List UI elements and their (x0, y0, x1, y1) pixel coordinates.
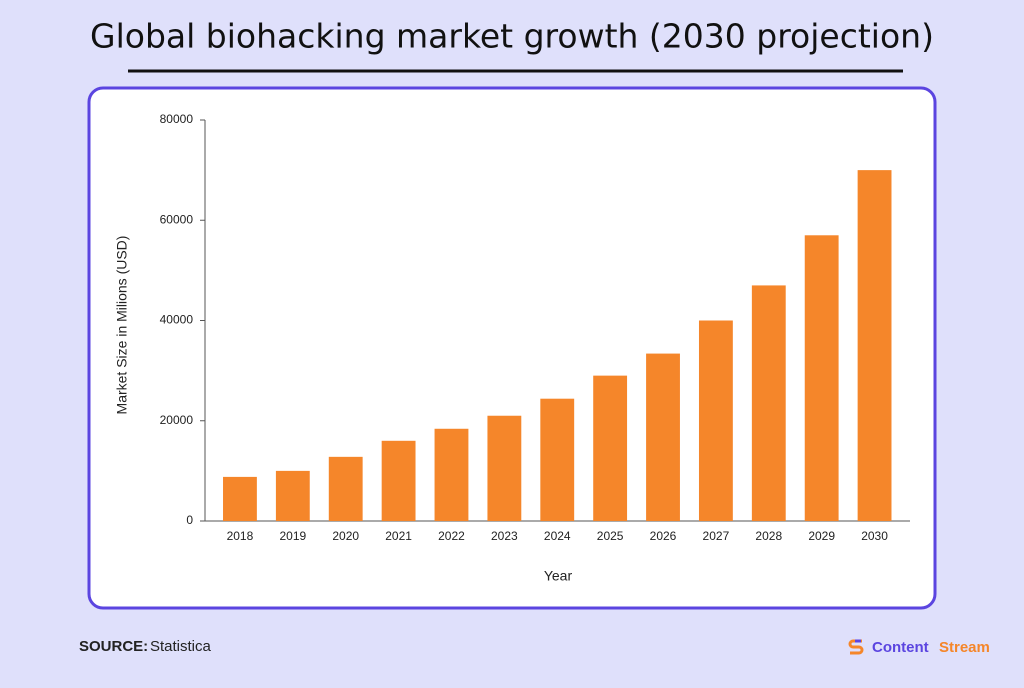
y-tick-label: 40000 (160, 313, 194, 327)
bar (487, 415, 522, 521)
x-tick-label: 2020 (332, 529, 359, 543)
y-tick-label: 20000 (160, 413, 194, 427)
x-tick-label: 2019 (279, 529, 306, 543)
bar (857, 170, 892, 521)
x-tick-label: 2029 (808, 529, 835, 543)
source-label: SOURCE: (79, 638, 148, 655)
x-tick-label: 2027 (703, 529, 730, 543)
x-tick-label: 2022 (438, 529, 465, 543)
bar (434, 428, 469, 521)
bar (593, 375, 628, 521)
x-tick-label: 2018 (227, 529, 254, 543)
x-tick-label: 2030 (861, 529, 888, 543)
bar (381, 440, 416, 521)
x-tick-label: 2024 (544, 529, 571, 543)
bar (646, 353, 680, 521)
x-tick-label: 2021 (385, 529, 412, 543)
brand-logo (848, 639, 864, 655)
brand-second: Stream (939, 639, 990, 656)
y-tick-label: 80000 (160, 112, 194, 126)
source: Statistica (150, 638, 212, 655)
bar (328, 456, 363, 521)
y-axis-label: Market Size in Milions (USD) (114, 236, 130, 415)
bar (804, 235, 839, 521)
x-axis-label: Year (544, 568, 573, 584)
brand-first: Content (872, 639, 929, 656)
bar (698, 320, 733, 521)
bar (223, 476, 257, 521)
x-tick-label: 2026 (650, 529, 677, 543)
y-tick-label: 60000 (160, 212, 194, 226)
y-tick-label: 0 (186, 513, 193, 527)
x-tick-label: 2025 (597, 529, 624, 543)
x-tick-label: 2023 (491, 529, 518, 543)
bar (751, 285, 786, 521)
bar (540, 398, 575, 521)
bar (275, 470, 310, 521)
x-tick-label: 2028 (755, 529, 782, 543)
page-title: Global biohacking market growth (2030 pr… (90, 17, 934, 56)
